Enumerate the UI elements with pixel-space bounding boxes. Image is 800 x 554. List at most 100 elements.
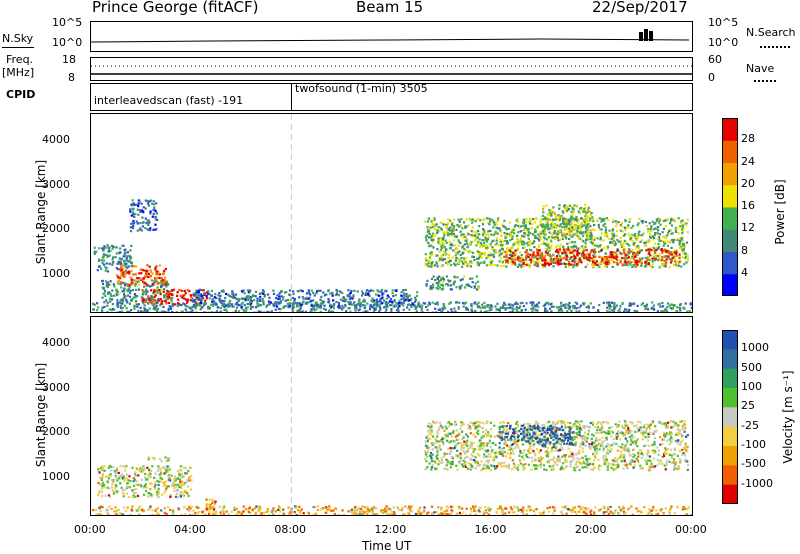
echo-cell: [538, 451, 541, 454]
echo-cell: [397, 310, 400, 312]
echo-cell: [354, 304, 357, 307]
echo-cell: [514, 253, 517, 257]
echo-cell: [274, 303, 278, 306]
echo-cell: [242, 510, 245, 513]
echo-cell: [575, 232, 578, 235]
echo-cell: [252, 294, 255, 297]
power-colorbar: [722, 118, 738, 296]
echo-cell: [577, 248, 580, 251]
echo-cell: [532, 510, 536, 513]
echo-cell: [604, 226, 607, 229]
echo-cell: [342, 299, 345, 302]
echo-cell: [112, 490, 115, 493]
echo-cell: [662, 227, 665, 230]
echo-cell: [668, 251, 671, 255]
echo-cell: [590, 259, 593, 262]
echo-cell: [371, 297, 374, 300]
echo-cell: [148, 508, 151, 511]
echo-cell: [107, 474, 110, 477]
echo-cell: [132, 211, 135, 214]
echo-cell: [189, 310, 192, 312]
echo-cell: [130, 270, 133, 273]
echo-cell: [689, 302, 692, 305]
echo-cell: [651, 257, 654, 260]
echo-cell: [441, 308, 444, 311]
echo-cell: [251, 295, 254, 298]
echo-cell: [661, 255, 664, 259]
echo-cell: [198, 304, 201, 307]
echo-cell: [632, 303, 635, 306]
echo-cell: [586, 263, 589, 266]
echo-cell: [568, 301, 571, 305]
echo-cell: [654, 242, 657, 245]
echo-cell: [516, 234, 519, 237]
echo-cell: [356, 508, 359, 512]
echo-cell: [278, 505, 281, 508]
echo-cell: [616, 258, 619, 262]
echo-cell: [669, 222, 672, 225]
echo-cell: [462, 305, 465, 308]
echo-cell: [165, 512, 168, 515]
echo-cell: [536, 237, 540, 240]
echo-cell: [561, 214, 564, 217]
echo-cell: [550, 244, 553, 247]
echo-cell: [634, 430, 637, 433]
echo-cell: [112, 283, 115, 286]
echo-cell: [583, 256, 586, 260]
power-heatmap: [92, 114, 692, 312]
echo-cell: [479, 506, 482, 510]
echo-cell: [600, 232, 604, 235]
echo-cell: [571, 511, 574, 514]
echo-cell: [505, 252, 508, 255]
echo-cell: [186, 289, 189, 292]
echo-cell: [505, 242, 508, 245]
colorbar-tick-label: 8: [741, 243, 748, 257]
echo-cell: [684, 252, 688, 255]
echo-cell: [573, 261, 576, 264]
echo-cell: [338, 304, 341, 307]
echo-cell: [278, 292, 281, 295]
echo-cell: [361, 311, 364, 312]
echo-cell: [447, 310, 450, 312]
echo-cell: [436, 231, 439, 234]
echo-cell: [276, 294, 279, 297]
echo-cell: [585, 508, 588, 511]
echo-cell: [230, 510, 233, 513]
echo-cell: [682, 227, 685, 230]
echo-cell: [613, 251, 616, 254]
echo-cell: [448, 234, 451, 237]
echo-cell: [652, 254, 655, 257]
echo-cell: [258, 297, 261, 300]
echo-cell: [390, 310, 393, 312]
echo-cell: [265, 305, 268, 308]
echo-cell: [388, 300, 392, 303]
echo-cell: [149, 506, 152, 509]
echo-cell: [176, 477, 179, 480]
echo-cell: [138, 469, 141, 472]
echo-cell: [636, 245, 639, 248]
echo-cell: [675, 230, 678, 233]
echo-cell: [508, 221, 511, 224]
echo-cell: [153, 289, 156, 292]
nave-dotted-key: [754, 80, 776, 82]
echo-cell: [550, 209, 553, 212]
echo-cell: [366, 513, 369, 515]
echo-cell: [649, 227, 653, 230]
echo-cell: [530, 310, 534, 312]
echo-cell: [547, 243, 550, 246]
echo-cell: [581, 508, 584, 511]
echo-cell: [151, 465, 154, 468]
echo-cell: [296, 302, 299, 305]
echo-cell: [536, 303, 539, 306]
echo-cell: [584, 217, 587, 220]
echo-cell: [588, 259, 591, 262]
echo-cell: [651, 220, 654, 223]
echo-cell: [140, 478, 143, 481]
echo-cell: [508, 233, 511, 236]
echo-cell: [565, 227, 568, 230]
y-tick-label: 1000: [42, 267, 70, 281]
echo-cell: [572, 306, 575, 309]
echo-cell: [389, 508, 392, 511]
echo-cell: [536, 254, 539, 257]
echo-cell: [289, 294, 292, 297]
